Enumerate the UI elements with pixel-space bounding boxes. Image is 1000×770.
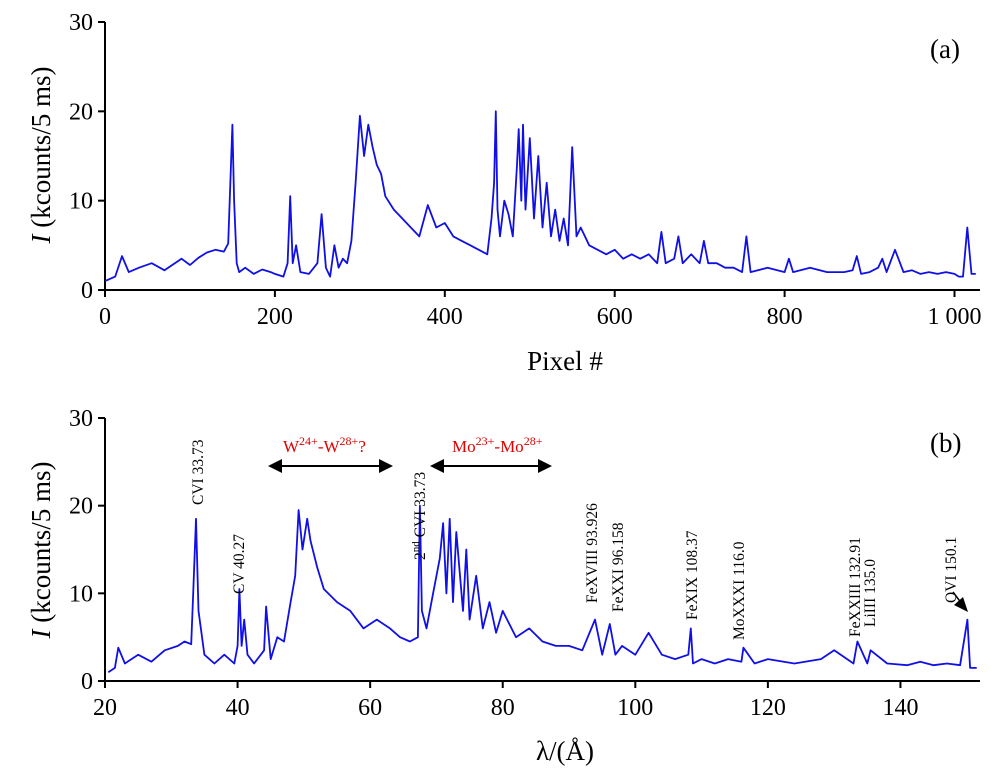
annotation-second-sup: nd	[410, 541, 422, 553]
w-range-label: W24+-W28+?	[283, 434, 366, 456]
panel-a-ylabel-units: (kcounts/5 ms)	[26, 67, 56, 235]
x-tick-label: 100	[617, 695, 653, 721]
mo-range-label: Mo23+-Mo28+	[452, 434, 543, 456]
x-tick-label: 400	[427, 304, 463, 330]
panel-a-label: (a)	[930, 34, 960, 64]
y-tick-label: 30	[69, 10, 93, 36]
annotation-fexxiii: FeXXIII 132.91	[847, 537, 864, 637]
w-label-dash: -W	[318, 437, 341, 456]
panel-b-label: (b)	[930, 428, 961, 458]
x-tick-label: 20	[93, 695, 117, 721]
annotation-second-order-cvi: 2nd CVI 33.73	[410, 472, 429, 560]
mo-range-arrow	[430, 459, 552, 473]
panel-b-spectrum-line	[107, 504, 977, 673]
panel-a-ylabel-symbol: I	[26, 233, 56, 245]
annotation-fexviii: FeXVIII 93.926	[584, 503, 601, 603]
x-tick-label: 0	[99, 304, 111, 330]
w-label-question: ?	[358, 437, 366, 456]
w-arrow-left-head	[268, 459, 282, 473]
y-tick-label: 10	[69, 581, 93, 607]
annotation-ovi: OVI 150.1	[943, 537, 960, 603]
annotation-fexxi: FeXXI 96.158	[610, 522, 627, 612]
annotation-cv: CV 40.27	[231, 534, 248, 594]
y-tick-label: 10	[69, 189, 93, 215]
x-tick-label: 800	[767, 304, 803, 330]
x-tick-label: 80	[491, 695, 515, 721]
annotation-fexix: FeXIX 108.37	[684, 530, 701, 620]
w-range-arrow	[268, 459, 393, 473]
x-tick-label: 600	[597, 304, 633, 330]
panel-b-ylabel-units: (kcounts/5 ms)	[26, 462, 56, 630]
y-tick-label: 20	[69, 494, 93, 520]
panel-b: 0 10 20 30 20 40 60 80 100 120 140 (b) λ/(Å) I (kc…	[26, 406, 980, 766]
x-tick-label: 120	[750, 695, 786, 721]
annotation-second-rest: CVI 33.73	[412, 472, 429, 542]
w-label-sup1: 24+	[299, 434, 318, 448]
x-tick-label: 40	[226, 695, 250, 721]
panel-b-ylabel: I (kcounts/5 ms)	[26, 462, 56, 640]
mo-label-base1: Mo	[452, 437, 476, 456]
panel-b-ylabel-symbol: I	[26, 628, 56, 640]
annotation-moxxxi: MoXXXI 116.0	[731, 541, 748, 640]
y-tick-label: 0	[81, 669, 93, 695]
mo-arrow-right-head	[538, 459, 552, 473]
x-tick-label: 200	[257, 304, 293, 330]
annotation-cvi: CVI 33.73	[190, 439, 207, 505]
x-tick-label: 1 000	[928, 304, 982, 330]
y-tick-label: 20	[69, 99, 93, 125]
panel-b-xlabel: λ/(Å)	[536, 736, 594, 766]
mo-label-dash: -Mo	[494, 437, 523, 456]
annotation-second-num: 2	[412, 552, 429, 560]
panel-a-xlabel: Pixel #	[527, 346, 603, 376]
panel-a: 0 10 20 30 0 200 400 600 800 1 000 (a) Pixel # I …	[26, 10, 982, 376]
ovi-arrow-head	[954, 597, 968, 612]
y-tick-label: 0	[81, 278, 93, 304]
panel-a-ylabel: I (kcounts/5 ms)	[26, 67, 56, 245]
y-tick-label: 30	[69, 406, 93, 432]
x-tick-label: 140	[882, 695, 918, 721]
panel-b-axes: 0 10 20 30 20 40 60 80 100 120 140	[69, 406, 980, 721]
w-label-base1: W	[283, 437, 300, 456]
w-arrow-right-head	[379, 459, 393, 473]
panel-a-axes: 0 10 20 30 0 200 400 600 800 1 000	[69, 10, 982, 330]
x-tick-label: 60	[358, 695, 382, 721]
mo-arrow-left-head	[430, 459, 444, 473]
mo-label-sup2: 28+	[524, 434, 543, 448]
w-label-sup2: 28+	[340, 434, 359, 448]
mo-label-sup1: 23+	[476, 434, 495, 448]
annotation-liiii: LiIII 135.0	[862, 559, 879, 627]
panel-a-spectrum-line	[104, 110, 976, 282]
